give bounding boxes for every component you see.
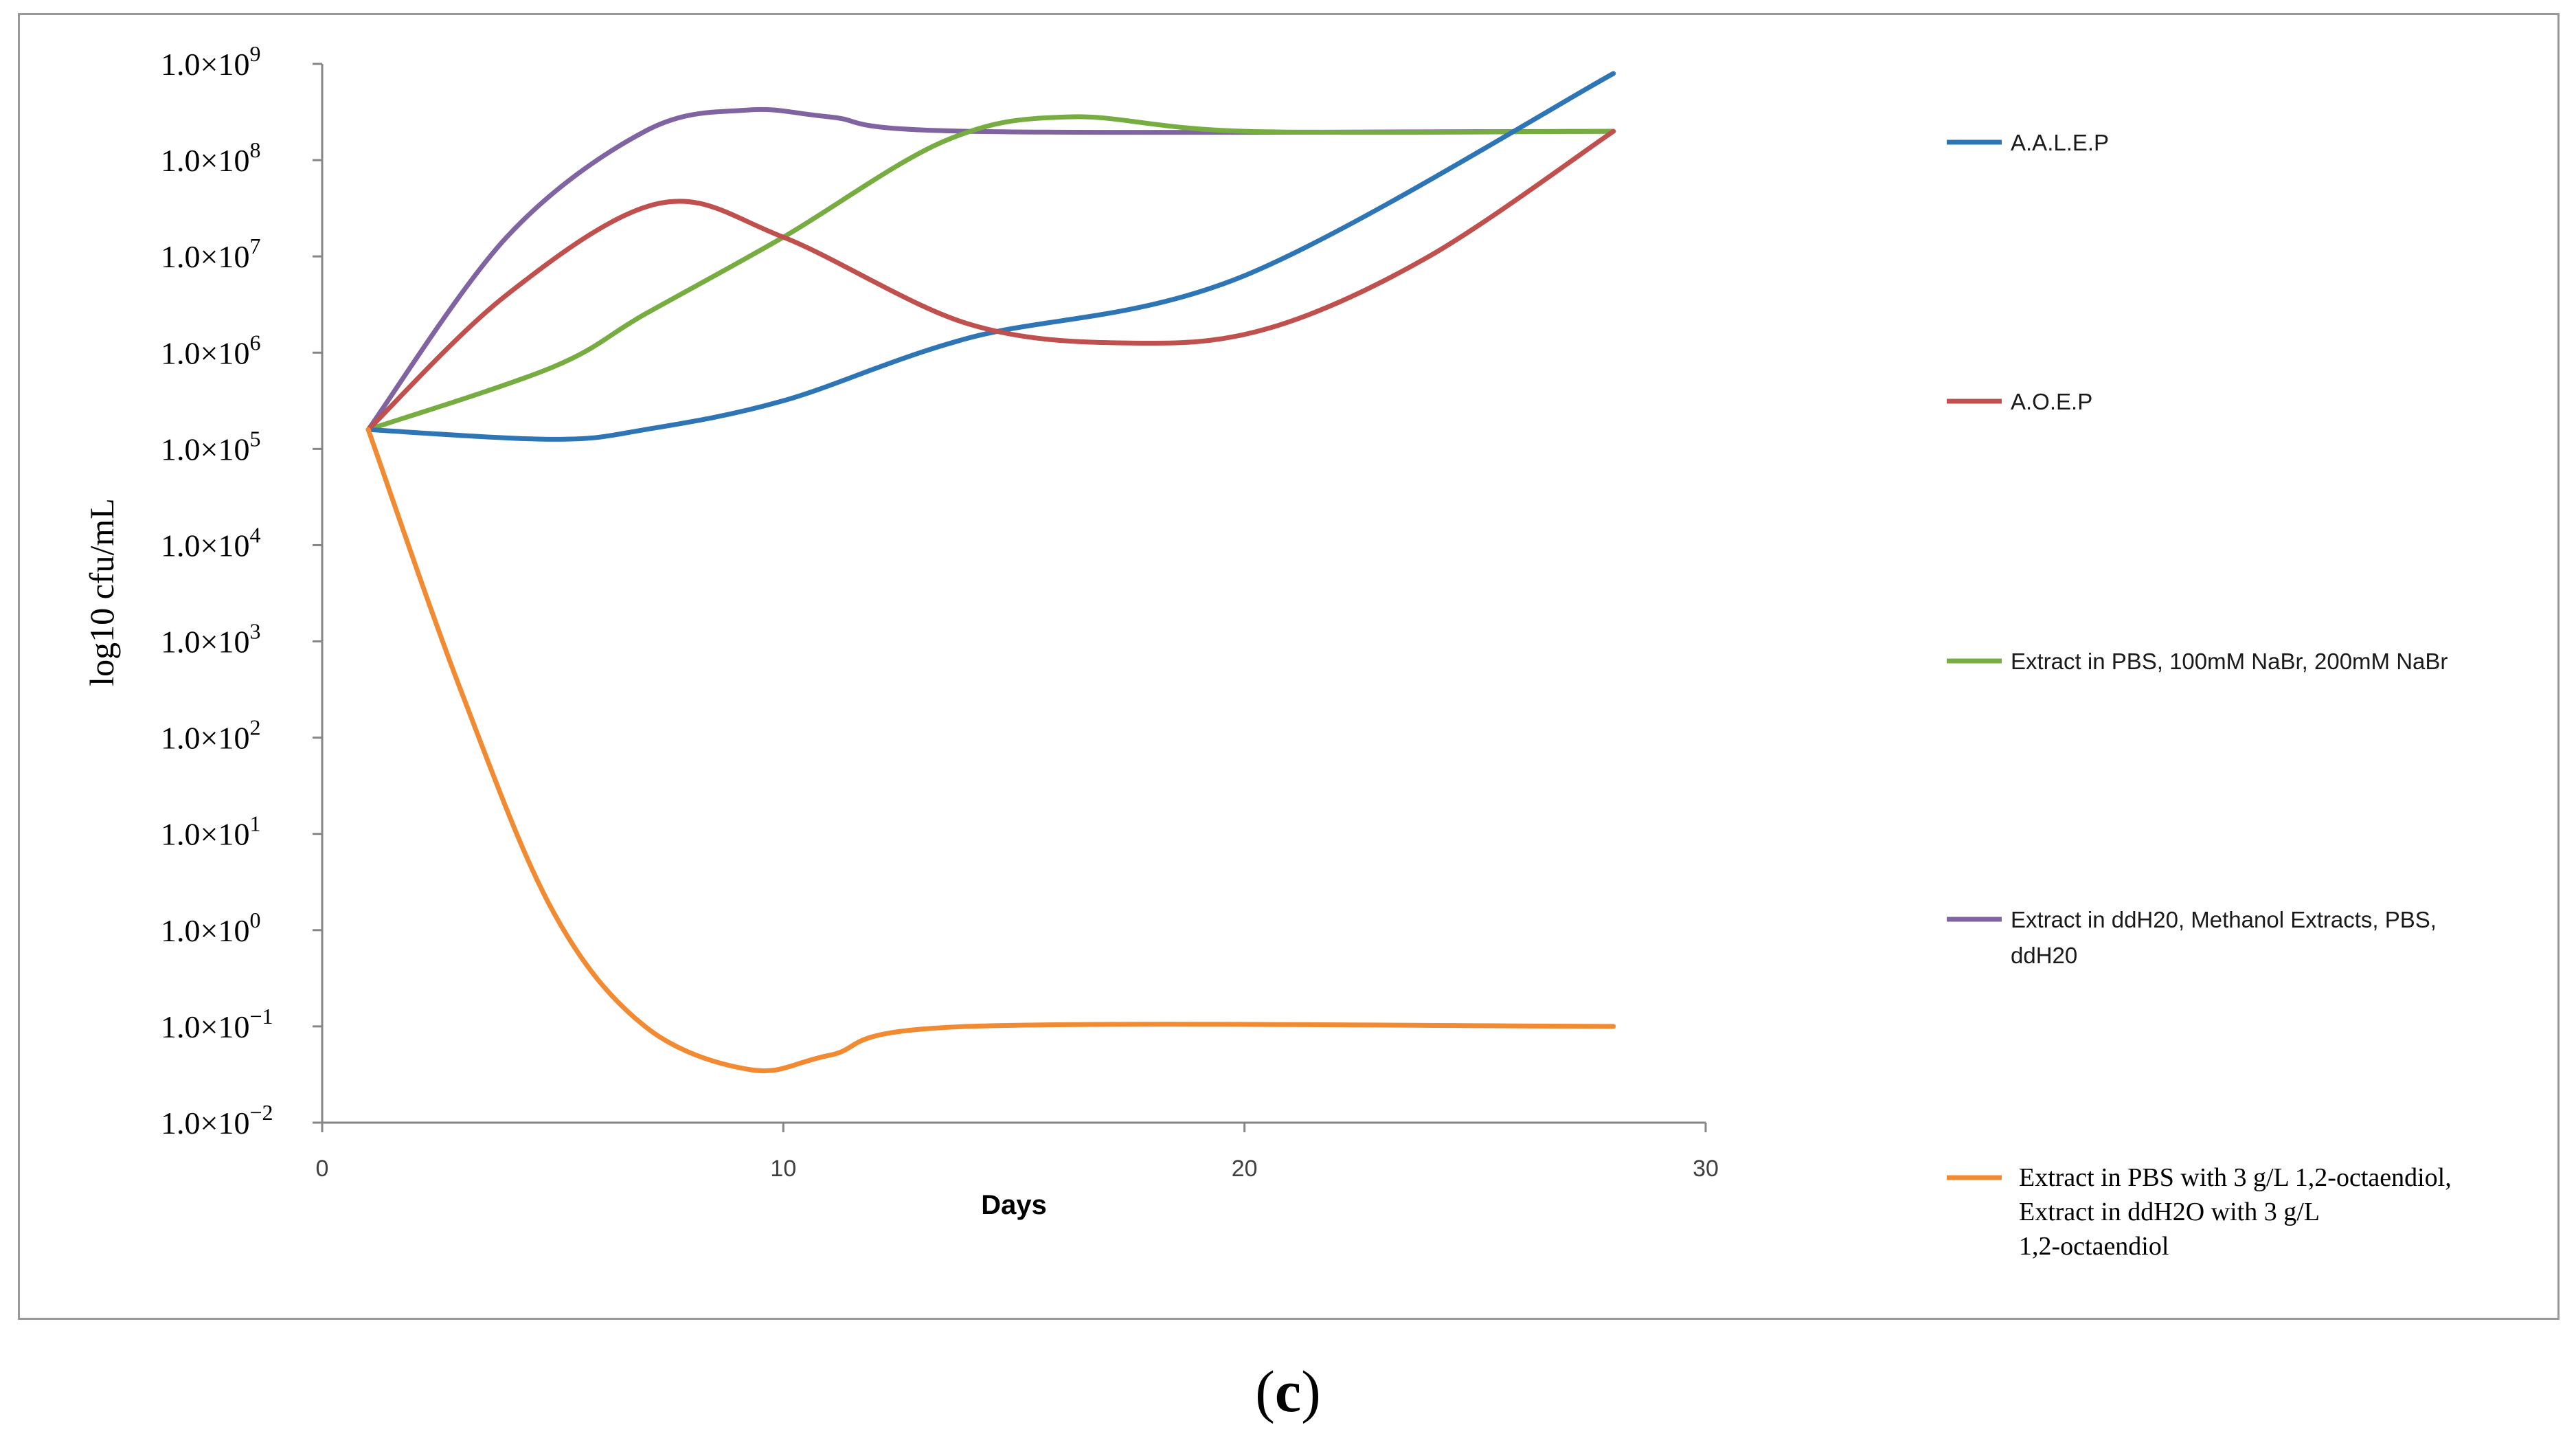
chart-svg: 1.0×1091.0×1081.0×1071.0×1061.0×1051.0×1… xyxy=(20,15,2562,1322)
legend-label: Extract in ddH20, Methanol Extracts, PBS… xyxy=(2011,907,2437,932)
legend-label: A.A.L.E.P xyxy=(2011,130,2109,155)
legend: A.A.L.E.P A.O.E.P Extract in PBS, 100mM Na… xyxy=(1947,130,2452,1261)
y-axis-label: log10 cfu/mL xyxy=(82,498,121,686)
chart-frame: 1.0×109 1.0×108 1.0×107 1.0×106 1.0×105 1.0×1… xyxy=(18,13,2560,1320)
y-tick-label-base: 1.0×10 xyxy=(161,431,249,467)
legend-item-4: Extract in ddH20, Methanol Extracts, PBS… xyxy=(1947,907,2437,968)
legend-label: A.O.E.P xyxy=(2011,389,2092,414)
y-tick-label-exponent: 0 xyxy=(249,908,260,932)
legend-label: ddH20 xyxy=(2011,943,2077,968)
y-tick-label: 1.0×103 xyxy=(161,619,260,660)
y-tick-label-exponent: 3 xyxy=(249,619,260,644)
y-tick-label: 1.0×10−1 xyxy=(161,1004,273,1044)
y-tick-label: 1.0×102 xyxy=(161,715,260,756)
y-tick-label-exponent: 2 xyxy=(249,715,260,740)
y-tick-label-base: 1.0×10 xyxy=(161,47,249,82)
y-tick-label: 1.0×105 xyxy=(161,426,260,467)
y-tick-label-exponent: 9 xyxy=(249,41,260,66)
y-tick-label-base: 1.0×10 xyxy=(161,913,249,948)
y-tick-label-base: 1.0×10 xyxy=(161,625,249,660)
y-tick-label: 1.0×101 xyxy=(161,811,260,852)
y-tick-label-base: 1.0×10 xyxy=(161,239,249,274)
series-line-5 xyxy=(368,429,1614,1070)
axes xyxy=(322,64,1706,1123)
x-axis-label: Days xyxy=(981,1190,1047,1220)
y-tick-label: 1.0×106 xyxy=(161,330,260,370)
y-tick-label-exponent: 1 xyxy=(249,811,260,836)
x-tick-label: 20 xyxy=(1232,1156,1258,1182)
y-tick-label-base: 1.0×10 xyxy=(161,721,249,756)
legend-item-5: Extract in PBS with 3 g/L 1,2-octaendiol… xyxy=(1947,1163,2452,1261)
y-tick-label-base: 1.0×10 xyxy=(161,1105,249,1141)
legend-label: Extract in ddH2O with 3 g/L xyxy=(2019,1198,2320,1226)
legend-item-2: A.O.E.P xyxy=(1947,389,2092,414)
y-tick-label: 1.0×109 xyxy=(161,41,260,82)
legend-label: Extract in PBS with 3 g/L 1,2-octaendiol… xyxy=(2019,1163,2452,1192)
y-tick-label-exponent: 6 xyxy=(249,330,260,355)
y-tick-label-base: 1.0×10 xyxy=(161,1009,249,1044)
x-tick-label: 0 xyxy=(316,1156,329,1182)
y-tick-label: 1.0×104 xyxy=(161,522,260,563)
y-tick-label-base: 1.0×10 xyxy=(161,143,249,178)
y-tick-label-exponent: 7 xyxy=(249,234,260,258)
legend-item-3: Extract in PBS, 100mM NaBr, 200mM NaBr xyxy=(1947,649,2448,674)
panel-label: (c) xyxy=(0,1357,2576,1426)
y-tick-label-base: 1.0×10 xyxy=(161,335,249,370)
series-line-2 xyxy=(368,131,1614,429)
y-tick-label-exponent: 8 xyxy=(249,137,260,162)
panel-label-letter: c xyxy=(1275,1358,1301,1424)
y-tick-label-exponent: 5 xyxy=(249,426,260,451)
y-tick-label-exponent: 4 xyxy=(249,522,260,547)
y-tick-label-exponent: −1 xyxy=(249,1004,273,1029)
legend-label: 1,2-octaendiol xyxy=(2019,1232,2169,1261)
y-tick-label: 1.0×107 xyxy=(161,234,260,274)
series-lines xyxy=(368,74,1614,1071)
panel-label-open: ( xyxy=(1255,1358,1275,1424)
x-tick-label: 10 xyxy=(770,1156,796,1182)
x-tick-labels: 0 10 20 30 xyxy=(316,1156,1719,1182)
y-tick-label-base: 1.0×10 xyxy=(161,528,249,563)
series-line-4 xyxy=(368,109,1614,429)
y-tick-label: 1.0×10−2 xyxy=(161,1100,273,1141)
legend-label: Extract in PBS, 100mM NaBr, 200mM NaBr xyxy=(2011,649,2448,674)
y-tick-label: 1.0×108 xyxy=(161,137,260,178)
series-line-3 xyxy=(368,117,1614,429)
y-tick-label: 1.0×100 xyxy=(161,908,260,948)
y-tick-label-base: 1.0×10 xyxy=(161,817,249,852)
legend-item-1: A.A.L.E.P xyxy=(1947,130,2109,155)
y-tick-labels: 1.0×1091.0×1081.0×1071.0×1061.0×1051.0×1… xyxy=(161,41,273,1141)
x-tick-label: 30 xyxy=(1693,1156,1719,1182)
y-tick-label-exponent: −2 xyxy=(249,1100,273,1125)
panel-label-close: ) xyxy=(1301,1358,1321,1424)
